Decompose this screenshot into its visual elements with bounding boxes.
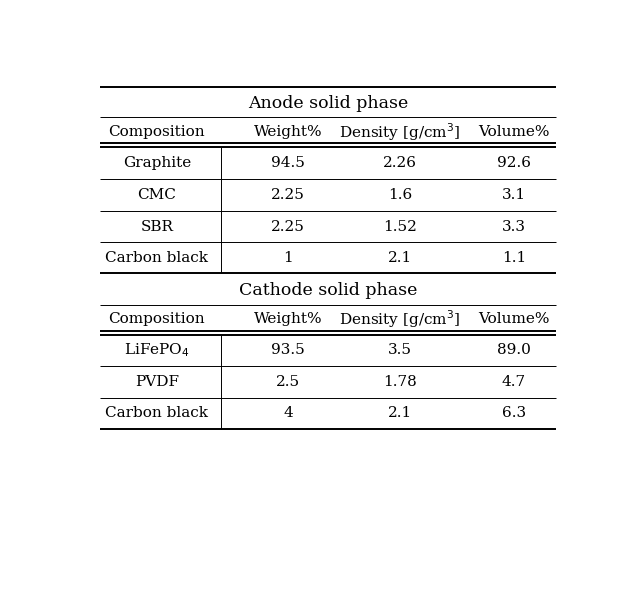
Text: LiFePO$_4$: LiFePO$_4$ <box>124 342 189 359</box>
Text: Carbon black: Carbon black <box>106 251 209 265</box>
Text: 4: 4 <box>284 406 293 421</box>
Text: 94.5: 94.5 <box>271 156 305 170</box>
Text: CMC: CMC <box>138 188 176 202</box>
Text: Carbon black: Carbon black <box>106 406 209 421</box>
Text: Weight%: Weight% <box>254 312 323 326</box>
Text: 2.26: 2.26 <box>383 156 417 170</box>
Text: Cathode solid phase: Cathode solid phase <box>239 282 417 299</box>
Text: 4.7: 4.7 <box>502 375 526 389</box>
Text: 3.3: 3.3 <box>502 220 526 234</box>
Text: 2.1: 2.1 <box>388 406 412 421</box>
Text: 1.1: 1.1 <box>502 251 526 265</box>
Text: 3.1: 3.1 <box>502 188 526 202</box>
Text: 93.5: 93.5 <box>271 343 305 357</box>
Text: 2.25: 2.25 <box>271 188 305 202</box>
Text: 1: 1 <box>284 251 293 265</box>
Text: 92.6: 92.6 <box>497 156 531 170</box>
Text: 2.25: 2.25 <box>271 220 305 234</box>
Text: 2.1: 2.1 <box>388 251 412 265</box>
Text: Volume%: Volume% <box>478 125 550 138</box>
Text: 6.3: 6.3 <box>502 406 526 421</box>
Text: Composition: Composition <box>109 312 205 326</box>
Text: Weight%: Weight% <box>254 125 323 138</box>
Text: SBR: SBR <box>140 220 173 234</box>
Text: Density [g/cm$^3$]: Density [g/cm$^3$] <box>339 121 461 143</box>
Text: Volume%: Volume% <box>478 312 550 326</box>
Text: 3.5: 3.5 <box>388 343 412 357</box>
Text: 1.6: 1.6 <box>388 188 412 202</box>
Text: Composition: Composition <box>109 125 205 138</box>
Text: 1.52: 1.52 <box>383 220 417 234</box>
Text: 89.0: 89.0 <box>497 343 531 357</box>
Text: 1.78: 1.78 <box>383 375 417 389</box>
Text: Graphite: Graphite <box>123 156 191 170</box>
Text: Anode solid phase: Anode solid phase <box>248 95 408 112</box>
Text: 2.5: 2.5 <box>276 375 300 389</box>
Text: Density [g/cm$^3$]: Density [g/cm$^3$] <box>339 308 461 330</box>
Text: PVDF: PVDF <box>135 375 179 389</box>
